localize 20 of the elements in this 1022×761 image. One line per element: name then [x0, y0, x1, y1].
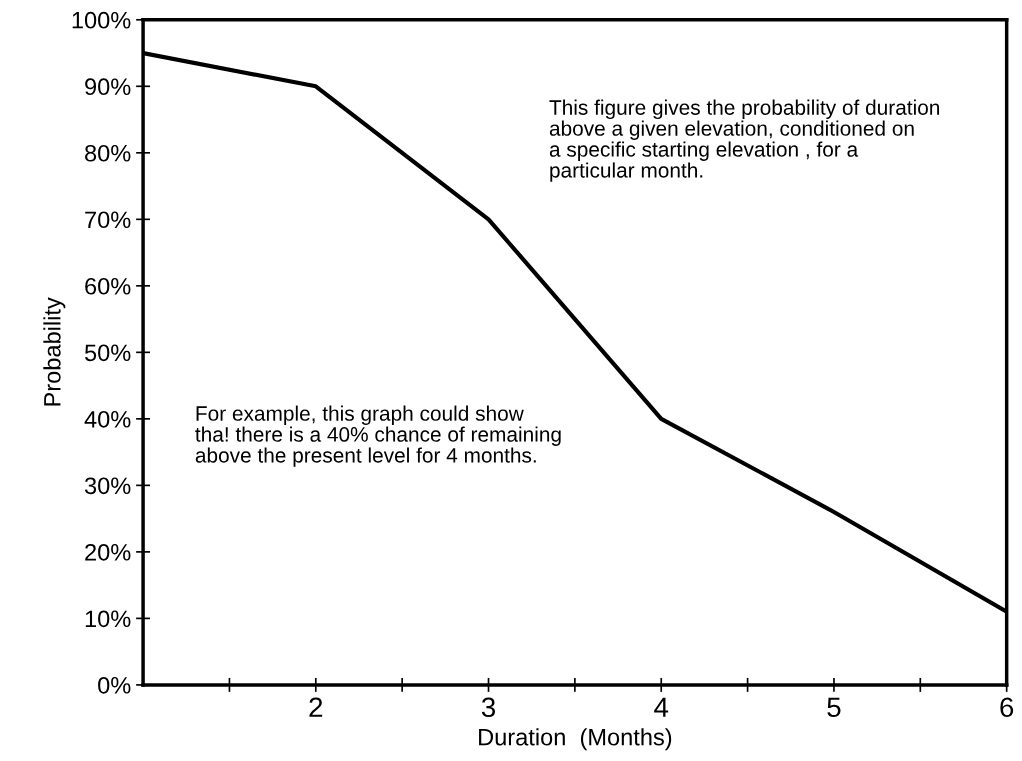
- y-tick-label: 40%: [84, 410, 131, 428]
- x-axis-title: Duration (Months): [479, 728, 672, 751]
- y-axis-title: Probability: [43, 297, 66, 406]
- x-tick-label: 4: [654, 697, 669, 717]
- y-tick-label: 30%: [84, 477, 131, 495]
- y-tick-label: 60%: [85, 277, 131, 295]
- x-tick-label: 3: [481, 697, 496, 718]
- y-tick-label: 80%: [85, 144, 131, 162]
- y-tick-label: 70%: [85, 211, 131, 229]
- annotation: This figure gives the probability of duration above a given elevation, conditioned on a specific starting elevation , for a particular month.: [549, 99, 940, 182]
- x-tick-label: 2: [309, 697, 323, 717]
- y-tick-label: 20%: [85, 543, 131, 561]
- y-tick-label: 50%: [84, 344, 131, 362]
- annotation: For example, this graph could show tha! there is a 40% chance of remaining above the present level for 4 months.: [195, 405, 561, 467]
- y-tick-label: 100%: [72, 11, 131, 29]
- x-tick-label: 5: [827, 697, 841, 718]
- y-tick-label: 10%: [85, 610, 131, 628]
- x-tick-label: 6: [1000, 697, 1014, 718]
- y-tick-label: 90%: [85, 78, 131, 96]
- y-tick-label: 0%: [98, 676, 131, 694]
